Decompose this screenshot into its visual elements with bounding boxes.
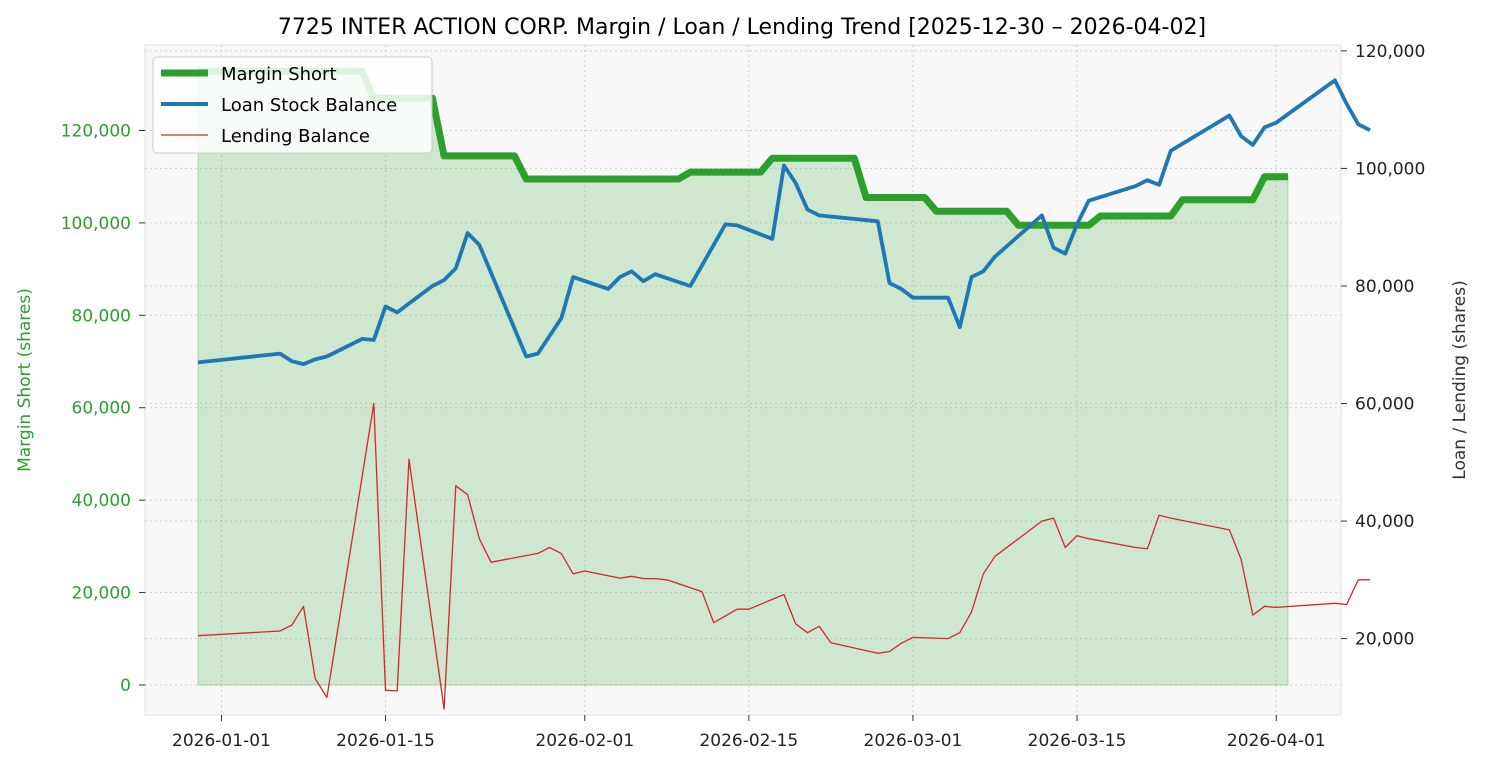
legend: Margin Short Loan Stock Balance Lending … — [152, 56, 433, 154]
left-axis-tick-label: 20,000 — [72, 584, 131, 604]
right-axis-tick-label: 80,000 — [1355, 277, 1414, 297]
plot-area — [144, 44, 1342, 716]
grid — [145, 45, 1341, 715]
right-axis-label: Loan / Lending (shares) — [1450, 280, 1470, 479]
right-axis-tick-label: 40,000 — [1355, 512, 1414, 532]
x-axis-tick-label: 2026-02-15 — [699, 731, 798, 751]
left-axis-tick-label: 0 — [120, 676, 131, 696]
left-axis-tick-label: 40,000 — [72, 491, 131, 511]
chart-title: 7725 INTER ACTION CORP. Margin / Loan / … — [278, 15, 1206, 40]
right-axis-tick-label: 60,000 — [1355, 395, 1414, 415]
right-axis-tick-label: 100,000 — [1355, 159, 1425, 179]
series-line-loan-stock-balance — [197, 78, 1371, 366]
left-axis-label: Margin Short (shares) — [15, 288, 35, 472]
right-axis-tick-label: 20,000 — [1355, 630, 1414, 650]
x-axis-tick-label: 2026-01-01 — [172, 731, 271, 751]
axes: 0 20,000 40,000 60,000 80,000 100,000 120,000 2… — [61, 42, 1426, 751]
legend-label-loan-stock-balance: Loan Stock Balance — [221, 95, 397, 116]
x-axis-tick-label: 2026-03-01 — [864, 731, 963, 751]
right-axis-tick-label: 120,000 — [1355, 42, 1425, 62]
series-layer — [197, 67, 1371, 710]
left-axis-tick-label: 60,000 — [72, 399, 131, 419]
series-line-margin-short — [198, 67, 1288, 229]
x-axis-tick-label: 2026-02-01 — [535, 731, 634, 751]
x-axis-tick-label: 2026-01-15 — [336, 731, 435, 751]
series-line-lending-balance — [197, 402, 1370, 710]
left-axis-tick-label: 120,000 — [61, 121, 131, 141]
x-axis-tick-label: 2026-03-15 — [1028, 731, 1127, 751]
legend-label-lending-balance: Lending Balance — [221, 126, 370, 147]
legend-box — [152, 56, 433, 154]
left-axis-tick-label: 80,000 — [72, 306, 131, 326]
legend-label-margin-short: Margin Short — [221, 64, 337, 85]
left-axis-tick-label: 100,000 — [61, 214, 131, 234]
x-axis-tick-label: 2026-04-01 — [1227, 731, 1326, 751]
